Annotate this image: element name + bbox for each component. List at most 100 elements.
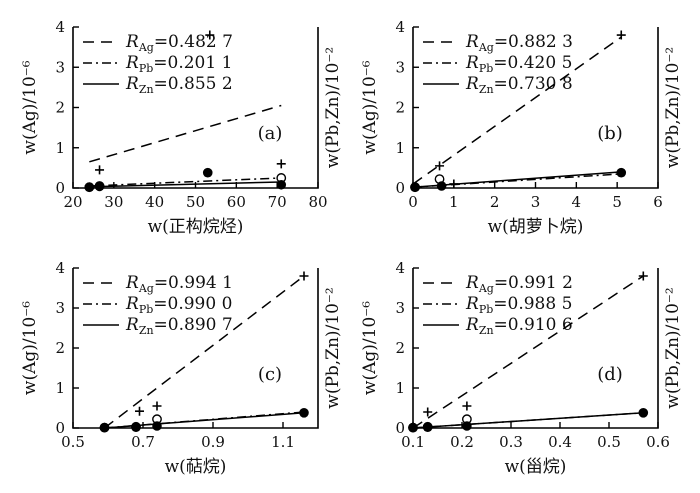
y-tick-label: 1 bbox=[395, 379, 405, 397]
x-axis-label: w(胡萝卜烷) bbox=[488, 217, 584, 237]
y-tick-label: 1 bbox=[55, 379, 65, 397]
data-point-ag bbox=[435, 161, 445, 171]
data-point-ag bbox=[135, 406, 144, 416]
data-point-zn bbox=[131, 422, 141, 433]
chart-panel-2: 0 1 2 3 4 5 6 0 1 2 3 4 w(胡萝卜烷) w(Ag)/10⁻⁶ w(Pb,Zn)/10… bbox=[360, 18, 683, 237]
chart-panel-3: 0.5 0.7 0.9 1.1 0 1 2 3 4 w(萜烷) w(Ag)/10⁻⁶ w(Pb,Zn)… bbox=[20, 259, 343, 477]
y-tick-label: 4 bbox=[395, 259, 405, 277]
fit-line-ag bbox=[89, 104, 282, 163]
fit-line-ag bbox=[412, 36, 622, 185]
x-tick-label: 70 bbox=[268, 193, 287, 211]
data-point-zn bbox=[84, 182, 95, 192]
y-tick-label: 0 bbox=[55, 419, 65, 437]
x-tick-label: 3 bbox=[531, 193, 541, 211]
x-tick-label: 2 bbox=[490, 193, 500, 211]
y-axis-label-right: w(Pb,Zn)/10⁻² bbox=[323, 47, 343, 168]
y-tick-label: 4 bbox=[395, 18, 405, 36]
x-tick-label: 0.3 bbox=[499, 433, 523, 451]
panel-label: (b) bbox=[597, 123, 623, 144]
legend-entry-pb: RPb=0.990 0 bbox=[125, 294, 232, 316]
legend-entry-zn: RZn=0.910 6 bbox=[465, 315, 573, 337]
y-tick-label: 0 bbox=[55, 179, 65, 197]
y-tick-label: 2 bbox=[55, 99, 65, 117]
data-point-ag bbox=[462, 401, 472, 411]
data-point-ag bbox=[638, 271, 648, 281]
data-point-zn bbox=[462, 421, 472, 431]
fit-line-pb bbox=[412, 173, 622, 188]
data-point-ag bbox=[95, 165, 105, 175]
panel-label: (d) bbox=[597, 364, 623, 385]
data-point-ag bbox=[616, 30, 626, 40]
chart-panel-1: 20 30 40 50 60 70 80 0 1 2 3 4 w(正构烷烃) w(Ag)/10⁻⁶ w(Pb… bbox=[20, 18, 343, 237]
fit-line-zn bbox=[412, 412, 644, 429]
x-tick-label: 0.4 bbox=[548, 433, 572, 451]
data-point-ag bbox=[205, 30, 215, 40]
legend-entry-pb: RPb=0.201 1 bbox=[125, 53, 232, 75]
data-point-ag bbox=[152, 401, 162, 411]
y-axis-label-right: w(Pb,Zn)/10⁻² bbox=[663, 47, 683, 168]
legend-entry-zn: RZn=0.855 2 bbox=[125, 74, 233, 96]
y-tick-label: 2 bbox=[395, 99, 405, 117]
x-tick-label: 5 bbox=[612, 193, 622, 211]
fit-line-ag bbox=[104, 275, 305, 429]
data-point-zn bbox=[616, 167, 627, 178]
legend-entry-ag: RAg=0.994 1 bbox=[125, 273, 233, 295]
legend-entry-ag: RAg=0.991 2 bbox=[465, 273, 573, 295]
chart-panel-4: 0.1 0.2 0.3 0.4 0.5 0.6 0 1 2 3 4 w(甾烷) w(Ag)/10⁻⁶ w(… bbox=[360, 259, 683, 477]
fit-line-pb bbox=[89, 177, 282, 187]
x-tick-label: 60 bbox=[227, 193, 246, 211]
data-point-zn bbox=[152, 421, 162, 431]
data-point-zn bbox=[299, 408, 309, 418]
y-tick-label: 2 bbox=[55, 339, 65, 357]
data-point-zn bbox=[408, 422, 418, 433]
x-tick-label: 80 bbox=[308, 193, 327, 211]
y-tick-label: 0 bbox=[395, 179, 405, 197]
data-point-zn bbox=[410, 182, 420, 192]
x-tick-label: 1.1 bbox=[271, 433, 295, 451]
x-tick-label: 40 bbox=[145, 193, 164, 211]
x-axis-label: w(甾烷) bbox=[505, 457, 567, 477]
x-tick-label: 30 bbox=[104, 193, 123, 211]
y-tick-label: 4 bbox=[55, 18, 65, 36]
data-point-ag bbox=[276, 159, 286, 169]
y-tick-label: 0 bbox=[395, 419, 405, 437]
y-tick-label: 2 bbox=[395, 339, 405, 357]
y-axis-label-left: w(Ag)/10⁻⁶ bbox=[20, 301, 40, 395]
x-tick-label: 0.2 bbox=[450, 433, 474, 451]
legend-entry-ag: RAg=0.482 7 bbox=[125, 32, 233, 54]
legend-entry-zn: RZn=0.890 7 bbox=[125, 315, 233, 337]
x-axis-label: w(正构烷烃) bbox=[148, 217, 244, 237]
data-point-zn bbox=[276, 179, 287, 190]
y-tick-label: 3 bbox=[395, 58, 405, 76]
panel-label: (a) bbox=[258, 123, 283, 144]
x-tick-label: 20 bbox=[63, 193, 82, 211]
x-tick-label: 0.7 bbox=[131, 433, 155, 451]
data-point-zn bbox=[202, 167, 213, 178]
panel-label: (c) bbox=[258, 364, 282, 385]
x-tick-label: 6 bbox=[653, 193, 663, 211]
x-axis-label: w(萜烷) bbox=[165, 457, 227, 477]
data-point-ag bbox=[423, 407, 433, 417]
x-tick-label: 50 bbox=[186, 193, 205, 211]
data-point-zn bbox=[638, 408, 649, 418]
y-tick-label: 1 bbox=[395, 139, 405, 157]
y-tick-label: 3 bbox=[55, 58, 65, 76]
legend-entry-pb: RPb=0.988 5 bbox=[465, 294, 572, 316]
data-point-zn bbox=[94, 181, 105, 192]
data-point-zn bbox=[422, 422, 433, 433]
x-tick-label: 0 bbox=[408, 193, 418, 211]
y-tick-label: 1 bbox=[55, 139, 65, 157]
y-axis-label-left: w(Ag)/10⁻⁶ bbox=[20, 60, 40, 154]
data-point-zn bbox=[99, 422, 110, 433]
y-axis-label-left: w(Ag)/10⁻⁶ bbox=[360, 301, 380, 395]
y-tick-label: 3 bbox=[55, 299, 65, 317]
fit-line-ag bbox=[412, 275, 644, 429]
fit-line-zn bbox=[89, 181, 282, 188]
y-axis-label-left: w(Ag)/10⁻⁶ bbox=[360, 60, 380, 154]
y-tick-label: 4 bbox=[55, 259, 65, 277]
data-point-zn bbox=[436, 181, 447, 191]
x-tick-label: 0.9 bbox=[201, 433, 225, 451]
fit-line-zn bbox=[412, 171, 622, 188]
data-point-ag bbox=[299, 271, 309, 281]
